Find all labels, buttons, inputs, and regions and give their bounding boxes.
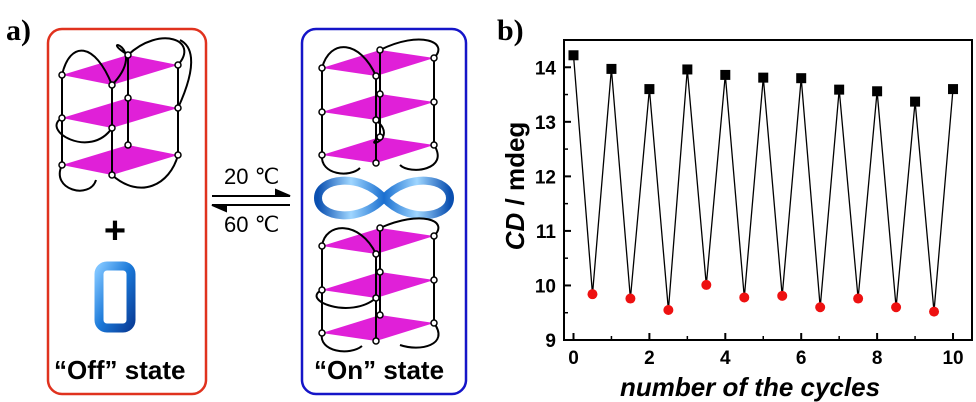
g-quadruplex-on-lower <box>315 217 440 353</box>
square-marker <box>796 73 807 84</box>
x-tick-label: 0 <box>568 348 579 369</box>
cyclic-host-ring <box>94 261 136 333</box>
square-marker <box>948 84 959 95</box>
circle-marker <box>739 292 750 303</box>
square-marker <box>644 84 655 95</box>
plus-sign: + <box>104 210 126 252</box>
y-axis-title-rest: / mdeg <box>500 122 530 213</box>
circle-marker <box>929 306 940 317</box>
square-marker <box>834 84 845 95</box>
panel-a-label: a) <box>6 14 31 47</box>
on-state-label: “On” state <box>314 355 445 385</box>
chart-tick-labels: 0 2 4 6 8 10 9 10 11 12 13 14 <box>535 58 964 369</box>
circle-marker <box>701 279 712 290</box>
y-tick-label: 14 <box>535 58 557 79</box>
y-tick-label: 12 <box>535 167 556 188</box>
infinity-ring <box>313 176 455 220</box>
plot-frame <box>563 39 973 341</box>
y-tick-label: 13 <box>535 113 556 134</box>
circle-marker <box>815 302 826 313</box>
square-marker <box>568 50 579 61</box>
x-tick-label: 4 <box>720 348 731 369</box>
panel-a-schematic: + <box>46 27 468 396</box>
circle-marker <box>663 305 674 315</box>
circle-marker <box>891 302 902 313</box>
y-tick-label: 11 <box>536 222 557 243</box>
square-marker <box>758 72 769 83</box>
x-tick-label: 8 <box>872 348 883 369</box>
y-tick-label: 9 <box>545 331 556 352</box>
temp-back-label: 60 ℃ <box>224 212 280 237</box>
g-quadruplex-on-upper <box>318 38 440 175</box>
x-axis-title: number of the cycles <box>620 372 880 402</box>
x-tick-label: 6 <box>796 348 807 369</box>
x-tick-label: 10 <box>942 348 963 369</box>
panel-b-label: b) <box>497 14 524 47</box>
chart-markers <box>568 50 959 317</box>
g-quadruplex-off <box>55 37 193 192</box>
square-marker <box>910 96 921 107</box>
y-axis-title: CD / mdeg <box>500 122 530 251</box>
zigzag-line <box>572 55 954 312</box>
chart-axes <box>563 39 973 341</box>
square-marker <box>720 69 731 80</box>
y-axis-title-italic: CD <box>500 213 530 251</box>
circle-marker <box>625 293 636 304</box>
square-marker <box>606 63 617 74</box>
off-state-label: “Off” state <box>54 355 186 385</box>
circle-marker <box>777 290 788 301</box>
square-marker <box>872 86 883 97</box>
circle-marker <box>587 289 598 300</box>
square-marker <box>682 64 693 75</box>
chart-line <box>572 55 954 312</box>
equilibrium-arrows <box>211 188 291 213</box>
x-tick-label: 2 <box>644 348 655 369</box>
y-tick-label: 10 <box>535 276 556 297</box>
circle-marker <box>853 293 864 304</box>
temp-forward-label: 20 ℃ <box>224 164 280 189</box>
off-state-frame <box>46 27 208 396</box>
on-state-frame <box>300 27 468 396</box>
